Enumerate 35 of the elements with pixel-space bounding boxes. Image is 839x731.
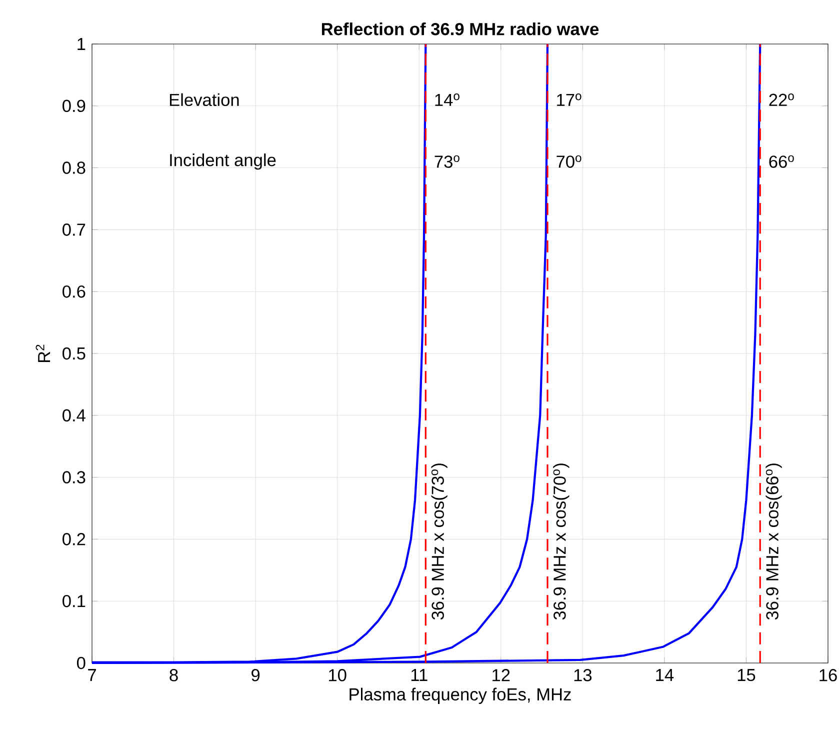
ref-line-label: 36.9 MHz x cos(66$^{o}$): [766, 464, 782, 620]
x-tick-label: 7: [88, 669, 96, 681]
x-tick-label: 14: [656, 669, 674, 681]
x-tick-label: 15: [738, 669, 756, 682]
x-tick-label: 13: [574, 669, 592, 682]
ref-line-label: 36.9 MHz x cos(70$^{o}$): [553, 464, 570, 620]
y-tick-label: 0.6: [62, 285, 86, 298]
x-tick-label: 10: [329, 669, 346, 682]
annotation: 73$^{o}$: [434, 155, 460, 168]
chart-title: Reflection of 36.9 MHz radio wave: [322, 22, 599, 36]
annotation: Incident angle: [170, 154, 276, 170]
annotation: Elevation: [170, 93, 239, 106]
annotation: 14$^{o}$: [435, 94, 460, 106]
y-tick-label: 0.5: [62, 347, 86, 360]
x-tick-label: 9: [252, 669, 260, 682]
y-tick-label: 0.9: [62, 100, 86, 112]
x-tick-label: 8: [170, 669, 178, 682]
annotation: 22$^{o}$: [769, 94, 794, 106]
x-tick-label: 11: [411, 669, 428, 681]
annotation: 70$^{o}$: [556, 155, 582, 168]
annotation: 17$^{o}$: [557, 94, 582, 106]
y-tick-label: 0.1: [62, 594, 86, 608]
x-tick-label: 16: [820, 669, 837, 682]
x-axis-title: Plasma frequency foEs, MHz: [350, 688, 571, 704]
y-tick-label: 0.4: [62, 409, 86, 422]
annotation: 66$^{o}$: [769, 155, 794, 168]
y-tick-label: 1: [78, 38, 86, 50]
ref-line-label: 36.9 MHz x cos(73$^{o}$): [431, 464, 448, 620]
y-tick-label: 0.8: [62, 162, 86, 174]
y-axis-title: R$^{2}$: [36, 344, 50, 362]
y-tick-label: 0.2: [62, 533, 86, 546]
y-tick-label: 0.7: [62, 224, 86, 236]
y-tick-label: 0.3: [62, 471, 86, 484]
y-tick-label: 0: [76, 656, 86, 670]
x-tick-label: 12: [492, 669, 510, 682]
